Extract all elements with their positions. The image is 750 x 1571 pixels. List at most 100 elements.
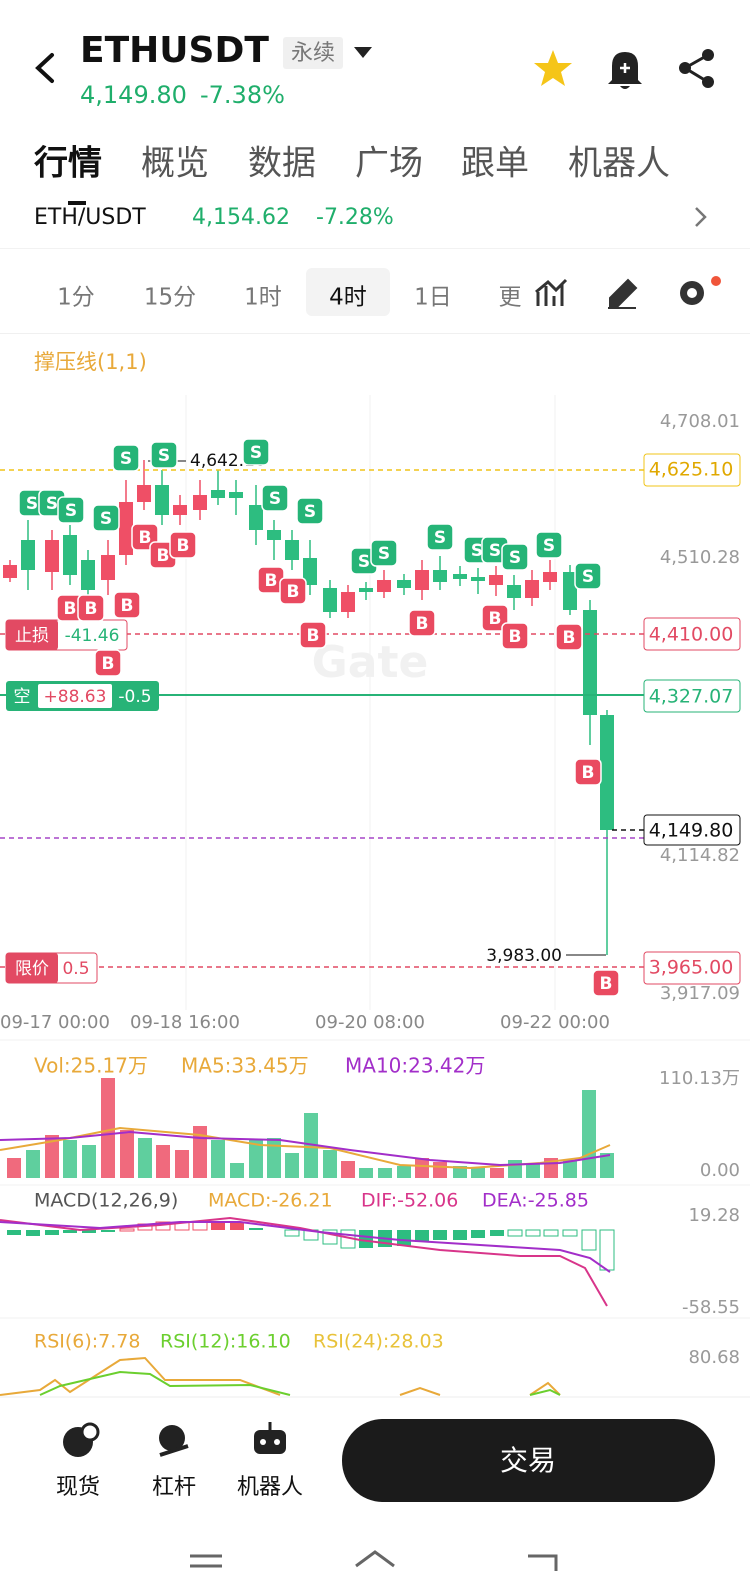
sell-marker[interactable] [57,496,85,524]
candle-body [101,555,115,580]
stop-loss-tag[interactable] [5,619,128,651]
buy-marker[interactable] [77,594,105,622]
chart-type-icon[interactable] [535,278,568,306]
nav-spot[interactable]: 现货 [56,1475,100,1500]
macd-bar [397,1230,411,1246]
candle-body [155,485,169,515]
sell-marker[interactable] [261,484,289,512]
margin-icon[interactable] [159,1425,189,1457]
favorite[interactable] [534,50,572,86]
back-button[interactable] [35,53,54,83]
watermark: Gate [312,637,429,688]
interval[interactable]: 1分 [57,285,95,311]
tab[interactable]: 行情 [34,144,102,184]
trade-button[interactable] [342,1419,715,1502]
interval[interactable]: 15分 [144,285,196,311]
buy-marker[interactable] [279,577,307,605]
marker-label: B [509,627,522,647]
buy-marker[interactable] [592,969,620,997]
rsi24-label: RSI(24):28.03 [313,1331,444,1353]
sell-marker[interactable] [535,531,563,559]
vol-max: 110.13万 [659,1068,740,1089]
limit-tag[interactable] [5,952,98,984]
marker-label: S [358,552,370,572]
sell-marker[interactable] [112,444,140,472]
bot-icon[interactable] [254,1422,286,1454]
tab[interactable]: 广场 [355,144,423,184]
spot-icon[interactable] [63,1422,100,1457]
position-side: 空 [14,687,31,707]
date-label: 09-22 00:00 [500,1012,610,1033]
macd-bar [599,1229,615,1271]
buy-marker[interactable] [501,622,529,650]
buy-marker[interactable] [481,604,509,632]
position-tag[interactable] [6,681,159,711]
sell-marker[interactable] [501,543,529,571]
position-price: 4,327.07 [649,686,734,708]
price-axis-label: 4,114.82 [660,845,740,866]
interval[interactable]: 4时 [329,285,367,311]
macd-bar [543,1229,559,1237]
sell-marker[interactable] [574,562,602,590]
nav-bot[interactable]: 机器人 [237,1475,303,1500]
marker-label: S [378,544,390,564]
volume-bar [453,1166,467,1178]
candle-body [397,580,411,588]
sell-marker[interactable] [296,497,324,525]
buy-marker[interactable] [555,623,583,651]
tab[interactable]: 概览 [141,144,209,184]
candle-body [3,565,17,578]
buy-marker[interactable] [169,531,197,559]
candle-body [415,570,429,590]
macd-value: MACD:-26.21 [208,1190,333,1212]
tab[interactable]: 跟单 [461,144,529,184]
macd-bar [82,1230,96,1233]
volume-bar [267,1138,281,1178]
dif-line [0,1216,608,1307]
nav-margin[interactable]: 杠杆 [152,1475,196,1500]
candle-body [600,715,614,830]
marker-label: S [100,509,112,529]
header-change: -7.38% [200,81,285,109]
marker-label: B [64,599,77,619]
position-pnl: +88.63 [44,687,107,707]
draw-tool[interactable] [608,278,638,309]
candles [3,460,614,955]
macd-bar [453,1230,467,1240]
candle-body [507,585,521,598]
volume-bar [359,1168,373,1178]
tab[interactable]: 数据 [248,144,316,184]
buy-marker[interactable] [408,609,436,637]
divider [0,248,750,249]
stop-loss-pnl: -41.46 [65,626,120,646]
sell-marker[interactable] [370,539,398,567]
marker-label: B [287,582,300,602]
macd-bar [415,1230,429,1242]
interval[interactable]: 1时 [244,285,282,311]
sell-marker[interactable] [242,438,270,466]
buy-marker[interactable] [94,649,122,677]
volume-bar [156,1145,170,1178]
marker-label: B [85,599,98,619]
buy-marker[interactable] [299,621,327,649]
buy-marker[interactable] [113,591,141,619]
marker-label: S [489,541,501,561]
volume-bar [341,1161,355,1178]
share[interactable] [679,49,714,88]
interval[interactable]: 1日 [414,285,452,311]
sell-marker[interactable] [92,504,120,532]
buy-marker[interactable] [574,758,602,786]
macd-name: MACD(12,26,9) [34,1190,178,1212]
ticker-arrow[interactable] [695,207,707,227]
sell-marker[interactable] [150,441,178,469]
settings[interactable] [680,276,721,305]
dropdown[interactable] [354,47,372,58]
tab[interactable]: 机器人 [568,144,670,184]
interval[interactable]: 更 [499,285,522,311]
macd-bar [230,1222,244,1230]
tag[interactable]: 永续 [291,41,335,66]
volume-bar [582,1090,596,1178]
candle-body [63,535,77,575]
stop-loss-label: 止损 [15,626,49,646]
sell-marker[interactable] [426,523,454,551]
